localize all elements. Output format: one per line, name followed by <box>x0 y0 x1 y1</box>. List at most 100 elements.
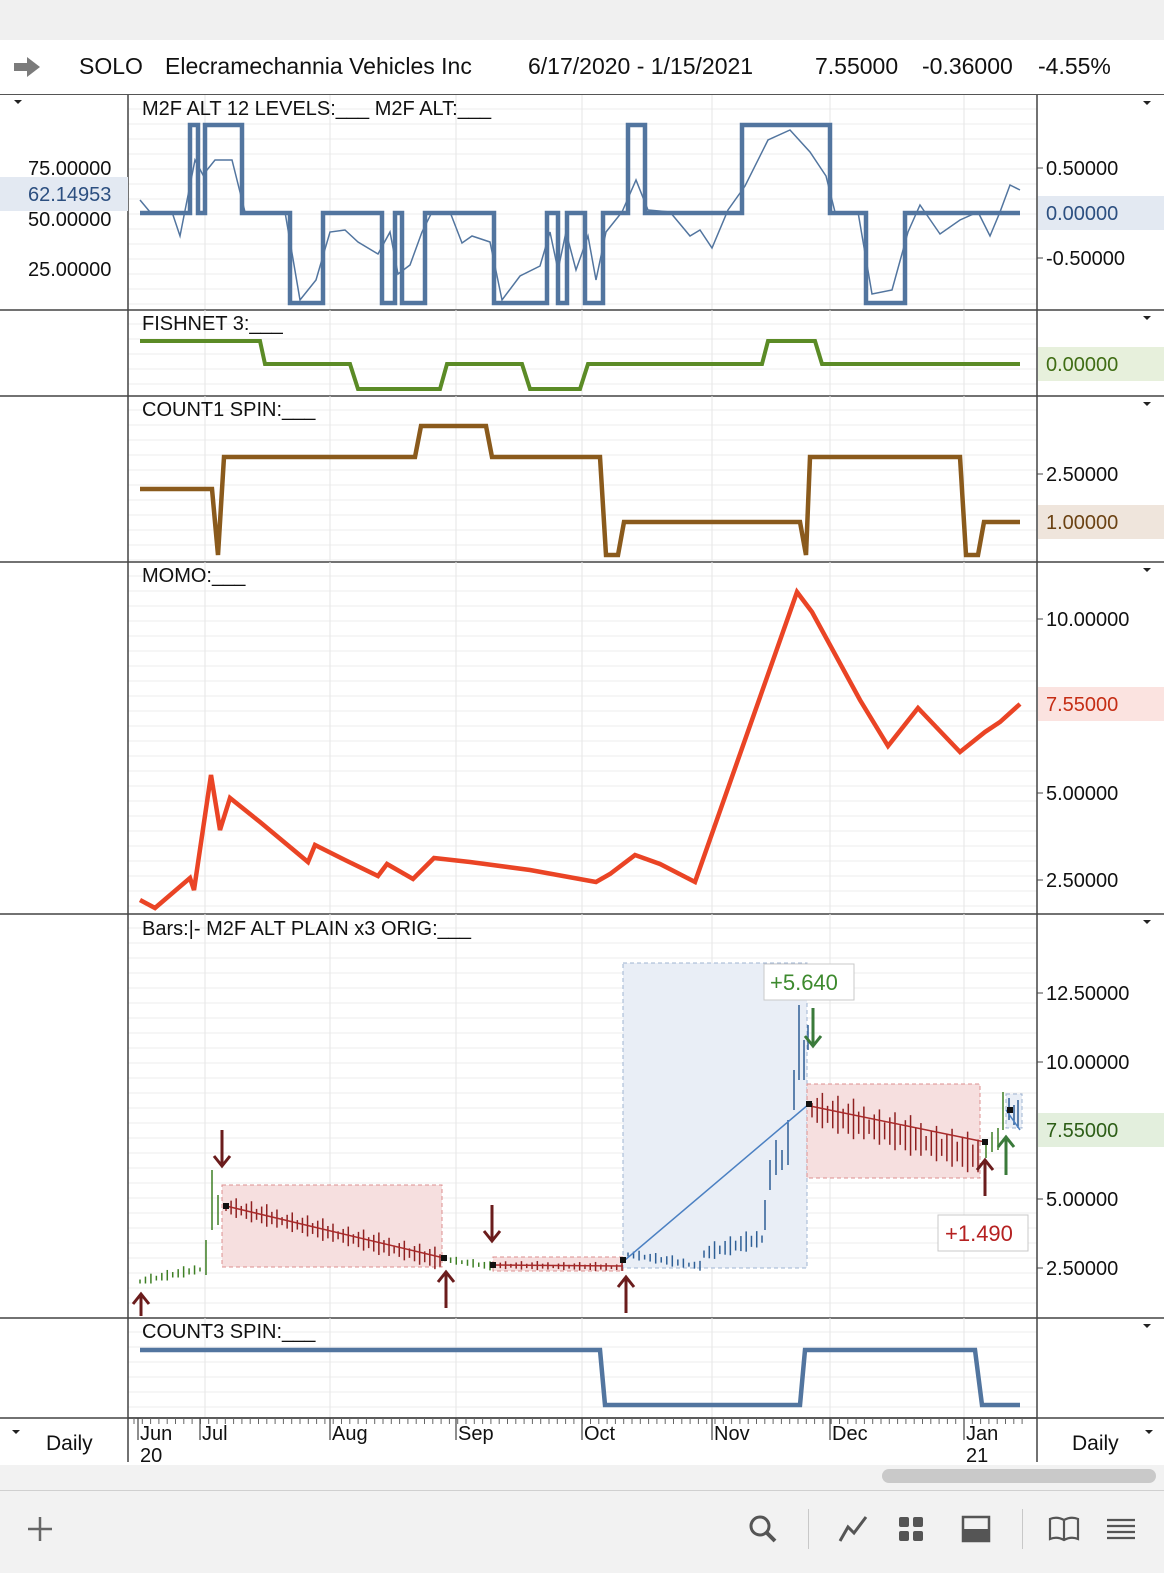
x-tick-label: Jan <box>966 1423 998 1445</box>
value-badge <box>1038 196 1164 230</box>
pane-menu-chevron-icon <box>1143 1324 1151 1328</box>
left-axis-chevron-icon <box>14 100 22 104</box>
trade-line <box>809 1105 986 1143</box>
x-tick-label: 21 <box>966 1445 988 1465</box>
panel-layout-icon[interactable] <box>958 1511 994 1547</box>
trade-marker <box>806 1101 812 1107</box>
company-name: Elecramechannia Vehicles Inc <box>165 53 472 79</box>
pane-menu-chevron-icon <box>1143 316 1151 320</box>
interval-chevron-icon <box>1145 1430 1153 1434</box>
price-change: -0.36000 <box>922 53 1013 79</box>
trade-marker <box>1007 1107 1013 1113</box>
x-tick-label: Sep <box>458 1423 494 1445</box>
series-m2f-alt <box>139 129 1021 302</box>
series-momo <box>138 587 1022 911</box>
x-tick-label: Oct <box>584 1423 616 1445</box>
value-badge <box>1038 347 1164 381</box>
y-tick-label: 2.50000 <box>1046 870 1118 892</box>
trade-line <box>225 1205 445 1259</box>
trade-annotation: +5.640 <box>770 970 838 995</box>
trade-marker <box>441 1255 447 1261</box>
x-tick-label: Dec <box>832 1423 868 1445</box>
x-tick-label: Nov <box>714 1423 750 1445</box>
x-tick-label: Jul <box>202 1423 228 1445</box>
trade-box-short <box>221 1184 443 1268</box>
forward-arrow-icon[interactable] <box>12 56 42 78</box>
y-tick-label: 12.50000 <box>1046 983 1129 1005</box>
chart-area: M2F ALT 12 LEVELS:___ M2F ALT:___ FISHNET… <box>0 95 1164 1465</box>
pane-title: COUNT1 SPIN:___ <box>142 399 316 421</box>
buy-arrow-icon <box>436 1269 456 1283</box>
pane-menu-chevron-icon <box>1143 101 1151 105</box>
series-fishnet-3 <box>140 339 1020 391</box>
buy-arrow-icon <box>996 1134 1016 1148</box>
buy-arrow-icon <box>616 1274 636 1288</box>
value-badge <box>1038 687 1164 721</box>
value-badge-label: 62.14953 <box>28 184 111 206</box>
value-badge <box>1038 1113 1164 1147</box>
pane-menu-chevron-icon <box>1143 920 1151 924</box>
value-badge-label: 0.00000 <box>1046 354 1118 376</box>
pane-title: MOMO:___ <box>142 565 246 587</box>
y-tick-label: 10.00000 <box>1046 609 1129 631</box>
pane-title: Bars:|- M2F ALT PLAIN x3 ORIG:___ <box>142 918 472 940</box>
trade-box-long <box>622 962 808 1269</box>
bottom-toolbar <box>0 1490 1164 1573</box>
toolbar-separator <box>1022 1509 1023 1549</box>
trade-annotation: +1.490 <box>945 1221 1013 1246</box>
interval-chevron-icon <box>12 1430 20 1434</box>
trade-annotation-box <box>763 963 855 1001</box>
series-m2f-alt-12-levels <box>140 122 1020 306</box>
buy-arrow-icon <box>975 1157 995 1171</box>
interval-label-left: Daily <box>46 1432 93 1455</box>
drawing-tool-icon[interactable] <box>836 1511 872 1547</box>
trade-box-short <box>806 1083 981 1179</box>
value-badge-label: 7.55000 <box>1046 1120 1118 1142</box>
y-tick-label: 50.00000 <box>28 209 111 231</box>
date-range: 6/17/2020 - 1/15/2021 <box>528 53 754 79</box>
buy-arrow-icon <box>131 1291 151 1305</box>
symbol-header: SOLO Elecramechannia Vehicles Inc 6/17/2… <box>0 40 1164 95</box>
x-tick-label: 20 <box>140 1445 162 1465</box>
pane-menu-chevron-icon <box>1143 402 1151 406</box>
value-badge <box>1038 505 1164 539</box>
value-badge-label: 7.55000 <box>1046 694 1118 716</box>
value-badge-label: 0.00000 <box>1046 203 1118 225</box>
sell-arrow-icon <box>212 1155 232 1169</box>
trade-marker <box>620 1257 626 1263</box>
pane-menu-chevron-icon <box>1143 568 1151 572</box>
trade-line <box>492 1264 624 1267</box>
trade-marker <box>490 1262 496 1268</box>
last-price: 7.55000 <box>815 53 899 79</box>
y-tick-label: 5.00000 <box>1046 1189 1118 1211</box>
trade-annotation-box <box>937 1214 1029 1252</box>
y-tick-label: 2.50000 <box>1046 464 1118 486</box>
toolbar-separator <box>808 1509 809 1549</box>
symbol-ticker: SOLO <box>79 53 143 79</box>
pane-title: COUNT3 SPIN:___ <box>142 1321 316 1343</box>
sell-arrow-icon <box>803 1035 823 1049</box>
search-icon[interactable] <box>745 1511 781 1547</box>
trade-line <box>624 1103 810 1261</box>
book-icon[interactable] <box>1046 1511 1082 1547</box>
y-tick-label: 10.00000 <box>1046 1052 1129 1074</box>
y-tick-label: 5.00000 <box>1046 783 1118 805</box>
pane-title: M2F ALT 12 LEVELS:___ M2F ALT:___ <box>142 98 492 120</box>
series-count1-spin <box>140 423 1020 558</box>
x-tick-label: Aug <box>332 1423 368 1445</box>
series-count3-spin <box>140 1347 1020 1408</box>
menu-icon[interactable] <box>1103 1511 1139 1547</box>
y-tick-label: 75.00000 <box>28 158 111 180</box>
price-change-pct: -4.55% <box>1038 53 1111 79</box>
horizontal-scrollbar[interactable] <box>882 1469 1156 1483</box>
y-tick-label: -0.50000 <box>1046 248 1125 270</box>
value-badge <box>0 177 128 211</box>
y-tick-label: 0.50000 <box>1046 158 1118 180</box>
x-tick-label: Jun <box>140 1423 172 1445</box>
add-icon[interactable] <box>22 1511 58 1547</box>
grid-layout-icon[interactable] <box>893 1511 929 1547</box>
trade-marker <box>982 1139 988 1145</box>
sell-arrow-icon <box>482 1230 502 1244</box>
y-tick-label: 2.50000 <box>1046 1258 1118 1280</box>
y-tick-label: 25.00000 <box>28 259 111 281</box>
